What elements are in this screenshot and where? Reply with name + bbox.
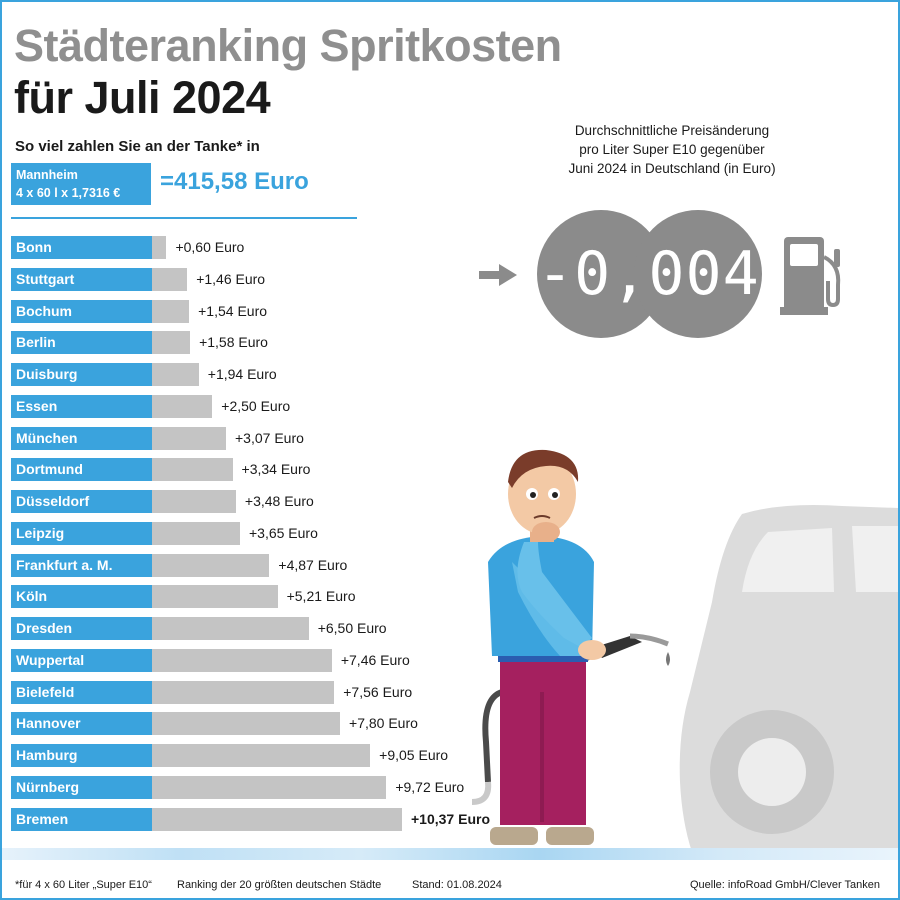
average-change-value: -0,0046: [537, 239, 797, 309]
average-change-caption: Durchschnittliche Preisänderung pro Lite…: [537, 121, 807, 178]
bar: [152, 712, 341, 736]
bar-value-label: +3,48 Euro: [244, 493, 314, 509]
bar-label: Nürnberg: [11, 775, 152, 799]
bar-value-label: +5,21 Euro: [286, 588, 356, 605]
floor-strip: [2, 848, 898, 860]
bar-value-label: +1,54 Euro: [198, 302, 268, 319]
bar-label: Düsseldorf: [11, 490, 152, 513]
bar: [152, 553, 270, 577]
bar: [152, 521, 240, 545]
illustration-man-refueling: [471, 449, 898, 852]
bar-value-label: +3,65 Euro: [248, 524, 318, 541]
bar: [152, 394, 213, 418]
bar-label: Hamburg: [11, 744, 152, 767]
bar-label: Bochum: [11, 299, 152, 323]
bar-label: Duisburg: [11, 363, 152, 386]
bar: [152, 585, 278, 609]
bar: [152, 236, 167, 259]
footer-date: Stand: 01.08.2024: [412, 879, 502, 891]
bar-value-label: +4,87 Euro: [278, 556, 348, 573]
bar-label: Frankfurt a. M.: [11, 553, 152, 577]
title-line-1: Städteranking Spritkosten: [14, 20, 562, 71]
bar-label: Bremen: [11, 807, 152, 831]
bar-value-label: +7,80 Euro: [349, 715, 418, 732]
caption-line-3: Juni 2024 in Deutschland (in Euro): [568, 161, 776, 176]
bar-value-label: +9,05 Euro: [379, 747, 449, 763]
bar-label: Hannover: [11, 712, 152, 736]
fuel-pump-icon: [780, 237, 841, 315]
bar: [152, 680, 335, 704]
bar: [152, 744, 371, 767]
bar: [152, 807, 402, 831]
bar-value-label: +0,60 Euro: [175, 239, 245, 255]
bar: [152, 331, 191, 355]
bar-value-label: +3,34 Euro: [241, 461, 311, 478]
bar-value-label: +3,07 Euro: [235, 429, 304, 446]
subtitle: So viel zahlen Sie an der Tanke* in: [15, 138, 260, 155]
reference-formula: 4 x 60 l x 1,7316 €: [16, 186, 121, 200]
bar: [152, 267, 188, 291]
bar: [152, 617, 309, 640]
footer-note: *für 4 x 60 Liter „Super E10“: [15, 879, 152, 891]
bar-value-label: +7,56 Euro: [343, 683, 413, 700]
bar: [152, 363, 199, 386]
caption-line-1: Durchschnittliche Preisänderung: [574, 123, 770, 138]
bar-label: Dresden: [11, 617, 152, 640]
bar-value-label: +9,72 Euro: [395, 778, 465, 795]
bar-chart: Bonn +0,60 Euro Stuttgart +1,46 Euro Bochum +…: [2, 2, 522, 862]
bar: [152, 490, 236, 513]
bar: [152, 426, 226, 450]
bar-label: Wuppertal: [11, 648, 152, 672]
bar-label: Dortmund: [11, 458, 152, 482]
bar: [152, 775, 387, 799]
bar-value-label: +7,46 Euro: [340, 651, 410, 668]
arrow-right-icon: [479, 264, 517, 286]
bar-value-label: +1,58 Euro: [199, 334, 268, 351]
caption-line-2: pro Liter Super E10 gegenüber: [579, 142, 765, 157]
bar-value-label: +1,46 Euro: [196, 270, 266, 287]
reference-city: Mannheim: [16, 168, 78, 182]
reference-total: =415,58 Euro: [160, 168, 309, 195]
bar-label: Köln: [11, 585, 152, 609]
bar-value-label: +10,37 Euro: [411, 810, 490, 827]
bar-value-label: +2,50 Euro: [221, 397, 291, 414]
bar: [152, 458, 233, 482]
bar-label: Bielefeld: [11, 680, 152, 704]
car-illustration: [679, 505, 898, 852]
bar-label: Essen: [11, 394, 152, 418]
bar-label: Stuttgart: [11, 267, 152, 291]
bar-label: Berlin: [11, 331, 152, 355]
reference-box: Mannheim 4 x 60 l x 1,7316 €: [11, 163, 151, 205]
bar: [152, 299, 190, 323]
price-circle-right: [634, 210, 762, 338]
bar-label: Leipzig: [11, 521, 152, 545]
divider-line: [11, 217, 357, 219]
bar-label: München: [11, 426, 152, 450]
title-line-2: für Juli 2024: [14, 72, 271, 123]
footer-source: Quelle: infoRoad GmbH/Clever Tanken: [690, 879, 880, 891]
bar-value-label: +6,50 Euro: [317, 620, 387, 636]
bar-label: Bonn: [11, 236, 152, 259]
bar-value-label: +1,94 Euro: [207, 366, 277, 382]
footer-ranking: Ranking der 20 größten deutschen Städte: [177, 879, 382, 891]
bar: [152, 648, 332, 672]
